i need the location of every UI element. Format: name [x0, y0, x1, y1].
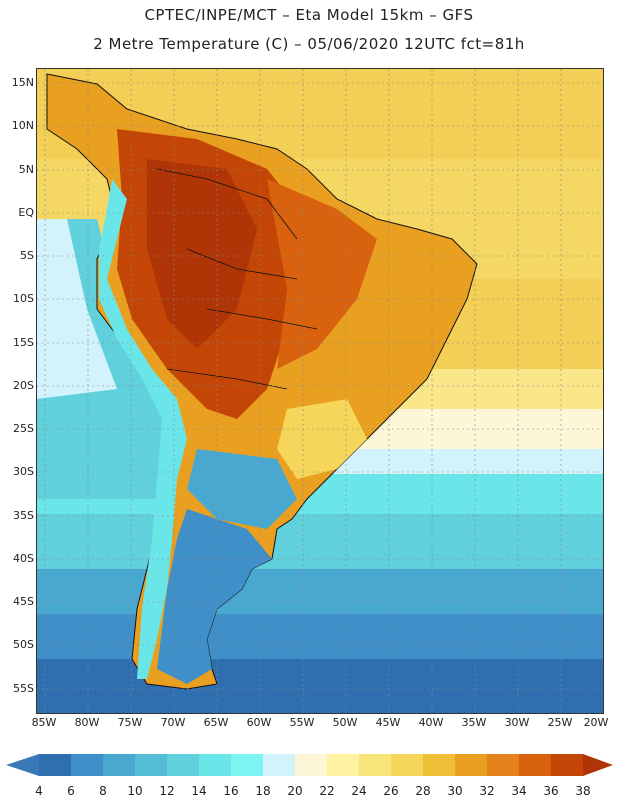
colorbar-tick-label: 22	[319, 784, 335, 798]
colorbar-swatch	[39, 754, 71, 776]
lon-label: 50W	[332, 716, 358, 729]
lon-label: 55W	[289, 716, 315, 729]
lat-label: 10N	[11, 119, 34, 132]
lat-label: 45S	[13, 595, 34, 608]
colorbar-tick-label: 8	[99, 784, 107, 798]
colorbar-swatch	[199, 754, 231, 776]
colorbar-tick-label: 36	[543, 784, 559, 798]
colorbar-tick-label: 16	[223, 784, 239, 798]
lon-label: 60W	[246, 716, 272, 729]
lat-label: EQ	[18, 206, 34, 219]
lon-label: 85W	[31, 716, 57, 729]
lat-label: 35S	[13, 509, 34, 522]
colorbar-tick-label: 38	[575, 784, 591, 798]
colorbar-tick-label: 12	[159, 784, 175, 798]
country-borders	[156, 168, 318, 390]
map-title-line1: CPTEC/INPE/MCT – Eta Model 15km – GFS	[144, 6, 474, 24]
colorbar-tick-label: 26	[383, 784, 399, 798]
lat-label: 15N	[11, 76, 34, 89]
lat-label: 15S	[13, 336, 34, 349]
graticule	[37, 69, 603, 713]
colorbar-swatch	[519, 754, 551, 776]
lat-label: 25S	[13, 422, 34, 435]
lon-label: 75W	[117, 716, 143, 729]
colorbar-swatch	[455, 754, 487, 776]
lat-label: 30S	[13, 465, 34, 478]
lon-label: 20W	[583, 716, 609, 729]
colorbar-swatch	[231, 754, 263, 776]
lat-label: 55S	[13, 682, 34, 695]
lon-label: 45W	[375, 716, 401, 729]
lon-label: 40W	[418, 716, 444, 729]
lat-label: 50S	[13, 638, 34, 651]
colorbar-swatch	[103, 754, 135, 776]
temperature-colorbar	[6, 754, 613, 776]
lat-label: 5N	[18, 163, 34, 176]
colorbar-tick-label: 20	[287, 784, 303, 798]
colorbar-tick-label: 34	[511, 784, 527, 798]
ocean-band-8	[37, 659, 603, 713]
lat-label: 20S	[13, 379, 34, 392]
brazil-interior-warm	[267, 179, 377, 369]
south-brazil-mild	[277, 399, 367, 479]
lon-label: 65W	[203, 716, 229, 729]
lon-label: 35W	[461, 716, 487, 729]
ocean-band-14	[37, 514, 603, 574]
southern-cone-cool	[187, 449, 297, 529]
map-title-line2: 2 Metre Temperature (C) – 05/06/2020 12U…	[93, 35, 525, 53]
colorbar-min-arrow	[6, 754, 39, 776]
lat-label: 40S	[13, 552, 34, 565]
lat-label: 5S	[20, 249, 34, 262]
colorbar-swatch	[295, 754, 327, 776]
colorbar-swatch	[359, 754, 391, 776]
colorbar-tick-label: 6	[67, 784, 75, 798]
colorbar-swatch	[167, 754, 199, 776]
colorbar-swatch	[423, 754, 455, 776]
lon-label: 25W	[547, 716, 573, 729]
lon-label: 80W	[74, 716, 100, 729]
colorbar-swatch	[135, 754, 167, 776]
colorbar-swatch	[551, 754, 583, 776]
amazon-hottest-core	[147, 159, 257, 349]
lon-label: 30W	[504, 716, 530, 729]
colorbar-swatch	[263, 754, 295, 776]
lon-label: 70W	[160, 716, 186, 729]
andes-cold-strip	[99, 179, 187, 679]
colorbar-tick-label: 32	[479, 784, 495, 798]
pacific-coastal-cool	[37, 219, 117, 399]
colorbar-tick-label: 14	[191, 784, 207, 798]
colorbar-tick-label: 18	[255, 784, 271, 798]
colorbar-tick-label: 10	[127, 784, 143, 798]
map-frame	[36, 68, 604, 714]
lat-label: 10S	[13, 292, 34, 305]
ocean-band-12	[37, 569, 603, 619]
temperature-map	[37, 69, 603, 713]
patagonia-cold	[157, 509, 272, 684]
colorbar-tick-label: 30	[447, 784, 463, 798]
colorbar-tick-label: 4	[35, 784, 43, 798]
colorbar-max-arrow	[583, 754, 613, 776]
colorbar-tick-label: 24	[351, 784, 367, 798]
colorbar-swatch	[391, 754, 423, 776]
colorbar-tick-label: 28	[415, 784, 431, 798]
colorbar-swatch	[327, 754, 359, 776]
colorbar-swatch	[71, 754, 103, 776]
colorbar-swatch	[487, 754, 519, 776]
ocean-band-10	[37, 614, 603, 664]
